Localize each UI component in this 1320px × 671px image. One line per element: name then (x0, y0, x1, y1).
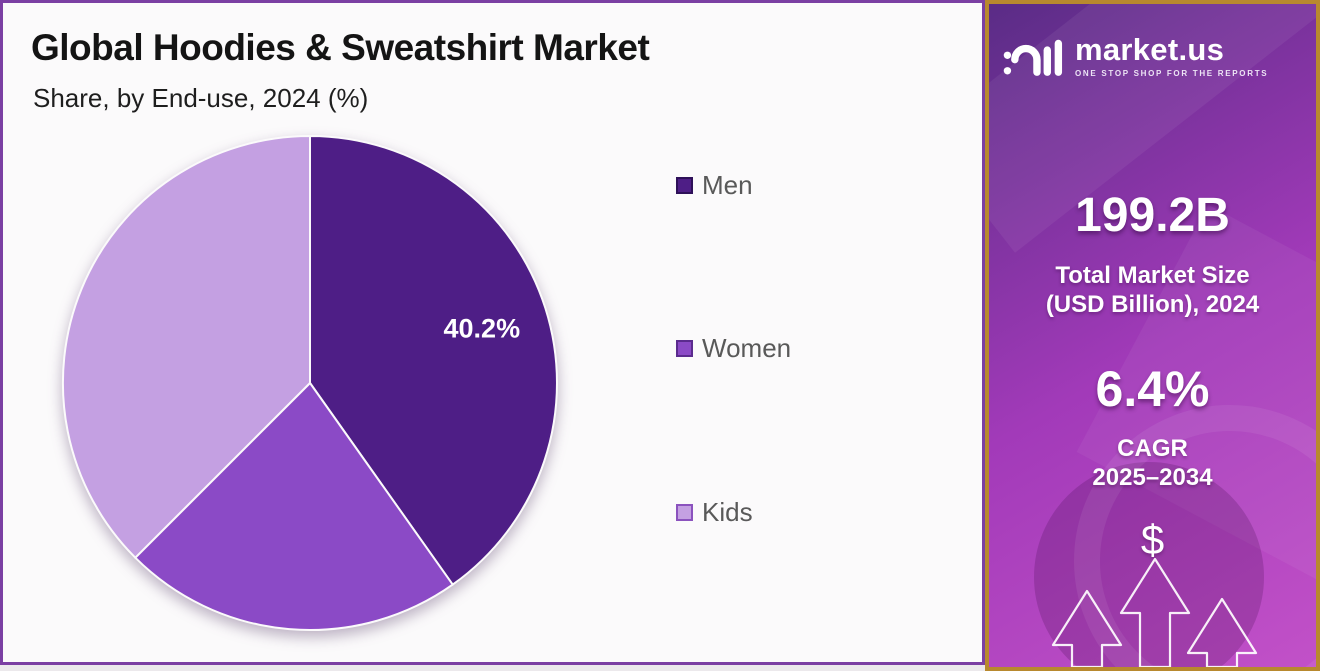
market-size-label-line2: (USD Billion), 2024 (1045, 291, 1260, 318)
chart-legend: Men Women Kids (676, 3, 976, 662)
pie-slice-women[interactable] (133, 381, 455, 632)
legend-label-women: Women (702, 333, 792, 363)
growth-arrows (1051, 557, 1258, 667)
market-size-label: Total Market Size (USD Billion), 2024 (989, 261, 1316, 319)
dollar-symbol: $ (1140, 516, 1165, 563)
brand-tagline: ONE STOP SHOP FOR THE REPORTS (1075, 69, 1269, 78)
legend-item-kids[interactable]: Kids (676, 497, 753, 527)
market-size-label-line1: Total Market Size (1055, 262, 1250, 289)
brand-name: market.us (1075, 32, 1225, 67)
legend-swatch-women (676, 339, 693, 357)
chart-subtitle: Share, by End-use, 2024 (%) (33, 83, 369, 113)
legend-item-women[interactable]: Women (676, 333, 791, 363)
cagr-label-line1: CAGR (1117, 435, 1188, 462)
cagr-label: CAGR 2025–2034 (989, 434, 1316, 492)
cagr-value: 6.4% (1095, 361, 1210, 417)
growth-arrow-left (1051, 589, 1123, 667)
cagr-label-line2: 2025–2034 (1092, 464, 1213, 491)
legend-swatch-kids (676, 503, 693, 521)
chart-area: Global Hoodies & Sweatshirt Market Share… (0, 0, 985, 665)
brand-panel: market.us ONE STOP SHOP FOR THE REPORTS … (985, 0, 1320, 671)
legend-label-men: Men (702, 170, 753, 200)
market-size-value: 199.2B (1075, 189, 1230, 242)
legend-item-men[interactable]: Men (676, 170, 753, 200)
legend-label-kids: Kids (702, 497, 753, 527)
pie-data-label: 40.2% (444, 313, 521, 343)
pie-slice-men[interactable] (309, 134, 558, 586)
chart-title: Global Hoodies & Sweatshirt Market (31, 27, 650, 68)
pie-chart: 40.2% (61, 134, 558, 632)
growth-arrow-right (1186, 597, 1258, 667)
logo-text: market.us ONE STOP SHOP FOR THE REPORTS (1075, 34, 1268, 78)
pie-slice-kids[interactable] (61, 134, 311, 560)
legend-swatch-men (676, 176, 693, 194)
marketus-logo-icon (1003, 39, 1063, 76)
marketus-logo: market.us ONE STOP SHOP FOR THE REPORTS (1003, 30, 1268, 82)
growth-arrow-center (1119, 557, 1191, 667)
